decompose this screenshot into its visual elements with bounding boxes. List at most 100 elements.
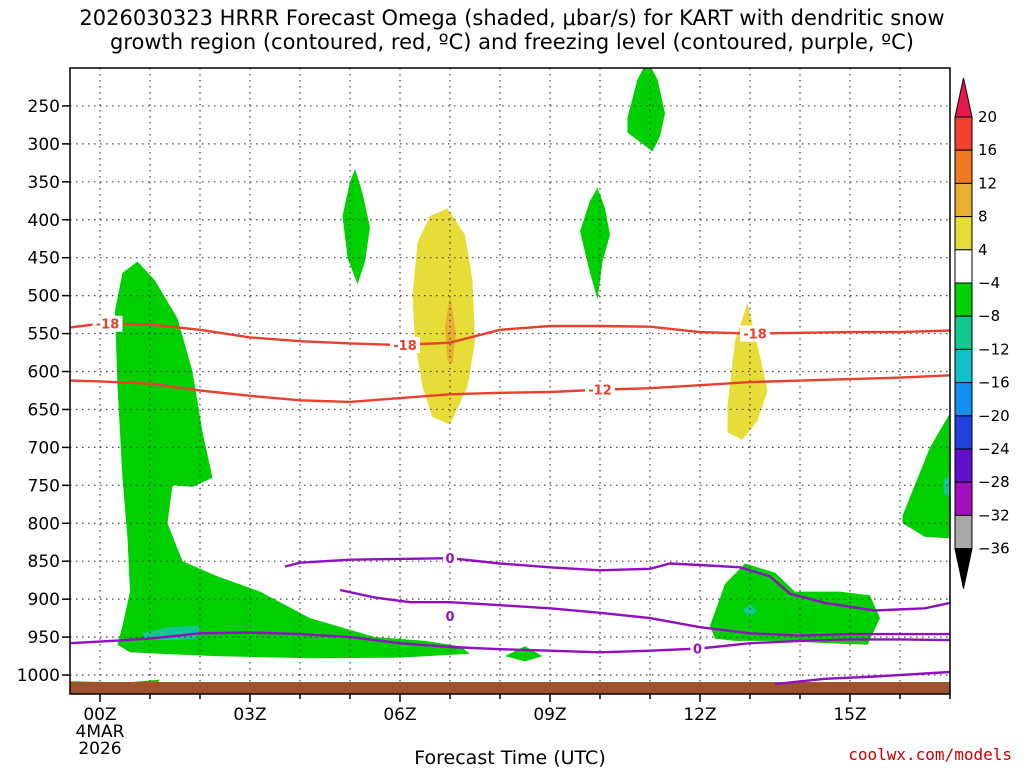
ground-surface	[70, 682, 950, 694]
colorbar-label-10: −24	[978, 440, 1010, 458]
isotherm-minus18-path	[70, 322, 950, 347]
colorbar-label-4: 4	[978, 241, 988, 259]
y-tick-label-750: 750	[28, 476, 60, 496]
plot-frame	[69, 67, 951, 695]
colorbar-label-8: −16	[978, 374, 1010, 392]
isotherm-minus18-label-bg-1	[390, 336, 420, 353]
freezing-level-upper-label-0: 0	[445, 552, 454, 567]
colorbar-box-10	[954, 448, 973, 483]
omega-region-teal-patch-01z	[142, 625, 200, 641]
y-tick-label-300: 300	[28, 135, 60, 155]
y-tick-label-650: 650	[28, 400, 60, 420]
colorbar-label-5: −4	[978, 274, 1000, 292]
freezing-level-middle-path	[339, 588, 950, 637]
colorbar-box-12	[954, 514, 973, 550]
colorbar-label-6: −8	[978, 307, 1000, 325]
colorbar-label-9: −20	[978, 407, 1010, 425]
colorbar-label-0: 20	[978, 108, 997, 126]
credit-text: coolwx.com/models	[848, 745, 1012, 764]
y-tick-label-950: 950	[28, 628, 60, 648]
ground-rect	[70, 682, 950, 694]
omega-region-green-blob-05z	[342, 168, 370, 285]
freezing-level-lower-label-bg-0	[690, 640, 705, 657]
colorbar-label-13: −36	[978, 540, 1010, 558]
isotherm-minus18-label-1: -18	[393, 339, 417, 354]
y-tick-label-400: 400	[28, 211, 60, 231]
isotherm-minus18-label-bg-0	[92, 315, 123, 332]
colorbar-box-4	[954, 249, 973, 284]
isotherm-minus12-path	[70, 374, 950, 404]
colorbar-box-5	[954, 282, 973, 317]
colorbar: 20 16 12 8 4 −4 −8 −12 −16 −20 −24 −28 −32 −36	[954, 77, 1010, 589]
isotherm-minus18-label-bg-2	[740, 325, 770, 342]
colorbar-box-7	[954, 348, 973, 384]
x-tick-label-06Z: 06Z	[383, 705, 416, 725]
omega-region-green-blob-0845z	[505, 646, 543, 662]
y-tick-label-900: 900	[28, 590, 60, 610]
freezing-level-lower-path	[70, 631, 950, 654]
freezing-level-upper-label-bg-0	[443, 550, 457, 567]
colorbar-label-7: −12	[978, 340, 1010, 358]
colorbar-label-1: 16	[978, 141, 997, 159]
x-axis-label: Forecast Time (UTC)	[414, 747, 605, 768]
colorbar-label-3: 8	[978, 208, 988, 226]
x-tick-label-15Z: 15Z	[833, 705, 866, 725]
y-tick-label-600: 600	[28, 363, 60, 383]
colorbar-box-8	[954, 382, 973, 417]
colorbar-top-triangle	[954, 77, 973, 118]
y-tick-label-250: 250	[28, 97, 60, 117]
y-tick-label-850: 850	[28, 552, 60, 572]
y-tick-label-450: 450	[28, 249, 60, 269]
freezing-level-middle-label-bg-0	[443, 607, 457, 624]
colorbar-box-3	[954, 216, 973, 251]
chart-title: 2026030323 HRRR Forecast Omega (shaded, …	[0, 6, 1024, 54]
isotherm-minus12-label-0: -12	[588, 384, 612, 399]
omega-region-orange-core-07z	[445, 295, 456, 364]
contour-lines: -18 -18 -18 -12 0 0 0	[70, 315, 950, 686]
y-axis-ticks: 250 300 350 400 450 500 550 600 650 700 750 800 850 9…	[17, 97, 70, 686]
x-tick-label-03Z: 03Z	[233, 705, 266, 725]
colorbar-bottom-triangle	[954, 548, 973, 589]
y-tick-label-550: 550	[28, 325, 60, 345]
colorbar-box-9	[954, 415, 973, 450]
freezing-level-middle-label-0: 0	[445, 610, 454, 625]
isotherm-minus12-label-bg-0	[585, 381, 615, 398]
colorbar-box-0	[954, 116, 973, 151]
freezing-level-ground-path	[774, 670, 950, 686]
colorbar-box-1	[954, 149, 973, 184]
x-tick-label-09Z: 09Z	[533, 705, 566, 725]
y-tick-label-800: 800	[28, 514, 60, 534]
omega-region-yellow-column-07z	[412, 208, 475, 425]
x-tick-year: 2026	[78, 739, 121, 759]
freezing-level-upper-path	[284, 556, 950, 612]
omega-region-teal-dot-17z	[944, 476, 950, 497]
y-tick-label-700: 700	[28, 438, 60, 458]
y-tick-label-500: 500	[28, 287, 60, 307]
x-tick-date: 4MAR	[76, 722, 125, 742]
x-tick-label-00Z: 00Z	[83, 705, 116, 725]
colorbar-box-2	[954, 182, 973, 218]
isotherm-minus18-label-0: -18	[96, 318, 120, 333]
chart-title-line2: growth region (contoured, red, ºC) and f…	[110, 30, 914, 54]
isotherm-minus18-label-2: -18	[743, 328, 767, 343]
omega-region-green-blob-13z	[710, 563, 880, 645]
omega-region-green-blob-10z	[580, 187, 610, 300]
omega-region-green-blob-11z	[627, 68, 665, 152]
omega-region-green-blob-17z	[902, 413, 950, 539]
colorbar-label-11: −28	[978, 473, 1010, 491]
colorbar-box-6	[954, 315, 973, 350]
colorbar-label-2: 12	[978, 174, 997, 192]
y-tick-label-350: 350	[28, 173, 60, 193]
colorbar-box-11	[954, 481, 973, 516]
freezing-level-lower-label-0: 0	[693, 642, 702, 657]
y-tick-label-1000: 1000	[17, 666, 60, 686]
omega-region-yellow-blob-13z	[727, 303, 768, 440]
chart-title-line1: 2026030323 HRRR Forecast Omega (shaded, …	[79, 6, 945, 30]
omega-region-teal-dot-13z	[742, 604, 758, 617]
x-tick-label-12Z: 12Z	[683, 705, 716, 725]
omega-shading	[70, 68, 950, 688]
colorbar-label-12: −32	[978, 506, 1010, 524]
omega-region-green-column-01z	[115, 261, 470, 659]
